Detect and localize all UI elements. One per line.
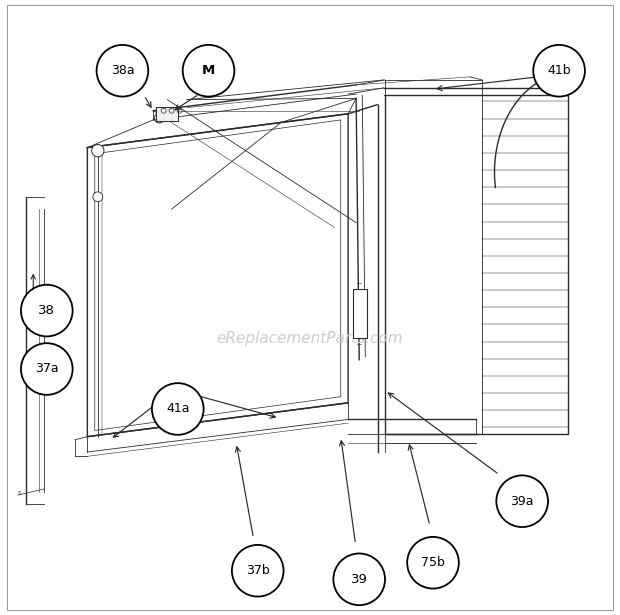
FancyBboxPatch shape	[156, 107, 179, 121]
FancyBboxPatch shape	[353, 289, 366, 338]
Text: 41a: 41a	[166, 402, 190, 416]
Circle shape	[21, 343, 73, 395]
Text: M: M	[202, 64, 215, 77]
Text: S: S	[18, 491, 21, 496]
Circle shape	[21, 285, 73, 336]
Circle shape	[183, 45, 234, 97]
Circle shape	[97, 45, 148, 97]
Circle shape	[152, 383, 203, 435]
Text: 37a: 37a	[35, 362, 59, 376]
Circle shape	[93, 192, 103, 202]
Text: 37b: 37b	[246, 564, 270, 577]
Text: 41b: 41b	[547, 64, 571, 77]
Text: 38a: 38a	[110, 64, 135, 77]
Text: 38: 38	[38, 304, 55, 317]
Circle shape	[407, 537, 459, 589]
Circle shape	[232, 545, 283, 597]
Text: eReplacementParts.com: eReplacementParts.com	[216, 331, 404, 346]
Circle shape	[334, 554, 385, 605]
Circle shape	[533, 45, 585, 97]
Text: 75b: 75b	[421, 556, 445, 569]
Text: 39a: 39a	[510, 494, 534, 508]
Text: 39: 39	[351, 573, 368, 586]
Circle shape	[92, 145, 104, 157]
Circle shape	[497, 475, 548, 527]
